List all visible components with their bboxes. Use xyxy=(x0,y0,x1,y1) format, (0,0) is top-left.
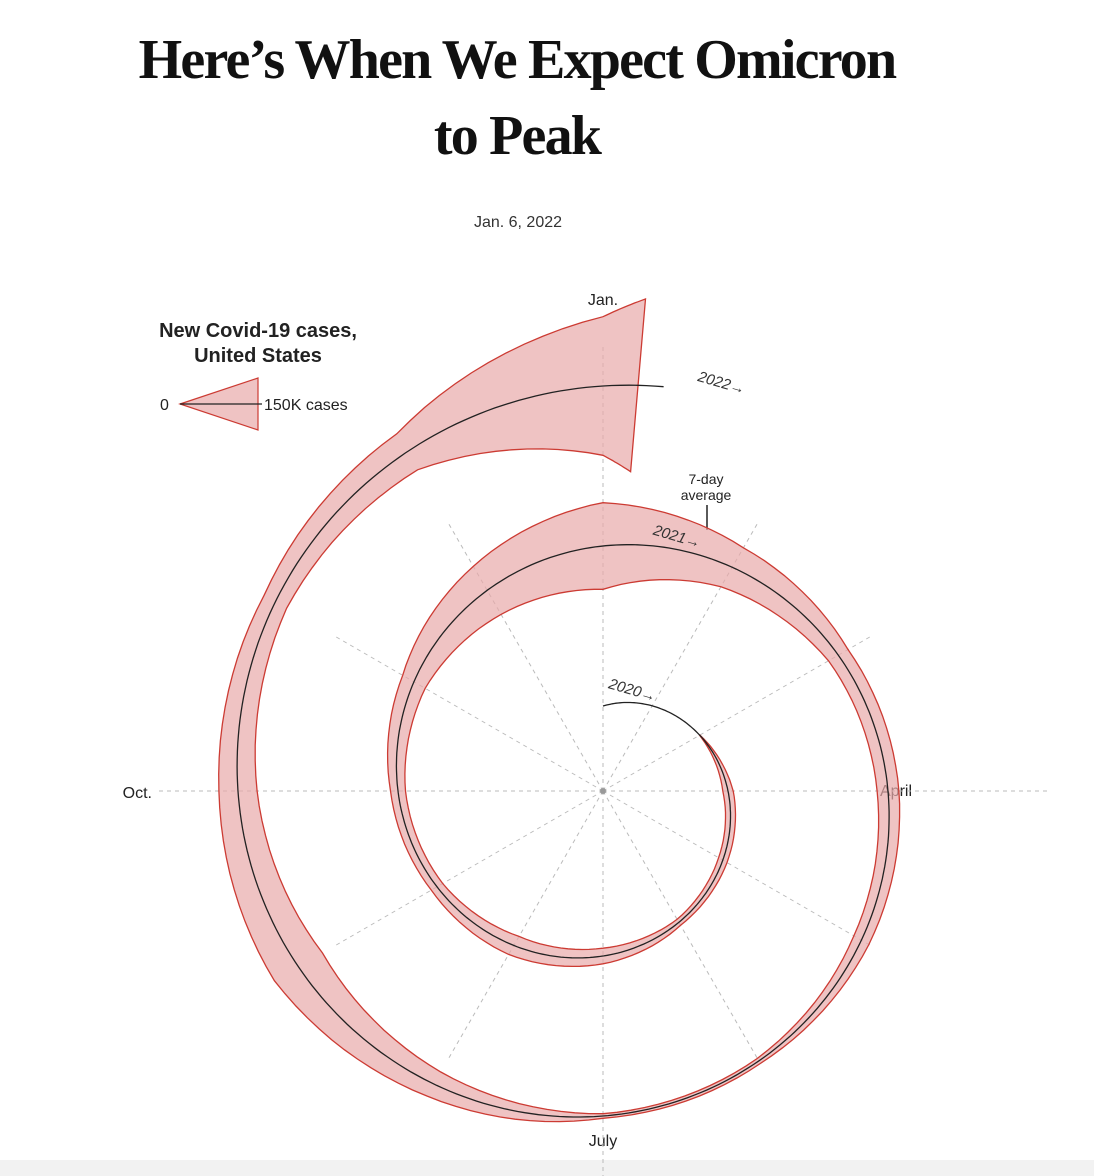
guide-line xyxy=(602,790,872,947)
legend-title: United States xyxy=(194,345,322,367)
legend-min: 0 xyxy=(160,397,169,414)
annotation: average xyxy=(681,487,732,503)
spiral-line xyxy=(236,384,890,1118)
title: Here’s When We Expect Omicron to Peak xyxy=(138,29,897,167)
annotation: 7-day xyxy=(688,471,723,487)
center-dot xyxy=(600,788,606,794)
guide-line xyxy=(447,790,604,1060)
case-band xyxy=(218,298,901,1123)
guide-line xyxy=(334,635,604,792)
year-label: 2022→ xyxy=(695,368,747,398)
guide-line xyxy=(334,790,604,947)
date: Jan. 6, 2022 xyxy=(473,214,563,231)
bottom-bar xyxy=(0,1160,1094,1176)
month-label: July xyxy=(589,1133,617,1150)
legend-max: 150K cases xyxy=(264,397,348,414)
guide-line xyxy=(602,635,872,792)
month-label: Oct. xyxy=(123,785,152,802)
legend-title: New Covid-19 cases, xyxy=(159,320,357,342)
month-label: Jan. xyxy=(588,292,618,309)
year-label: 2020→ xyxy=(606,675,658,705)
